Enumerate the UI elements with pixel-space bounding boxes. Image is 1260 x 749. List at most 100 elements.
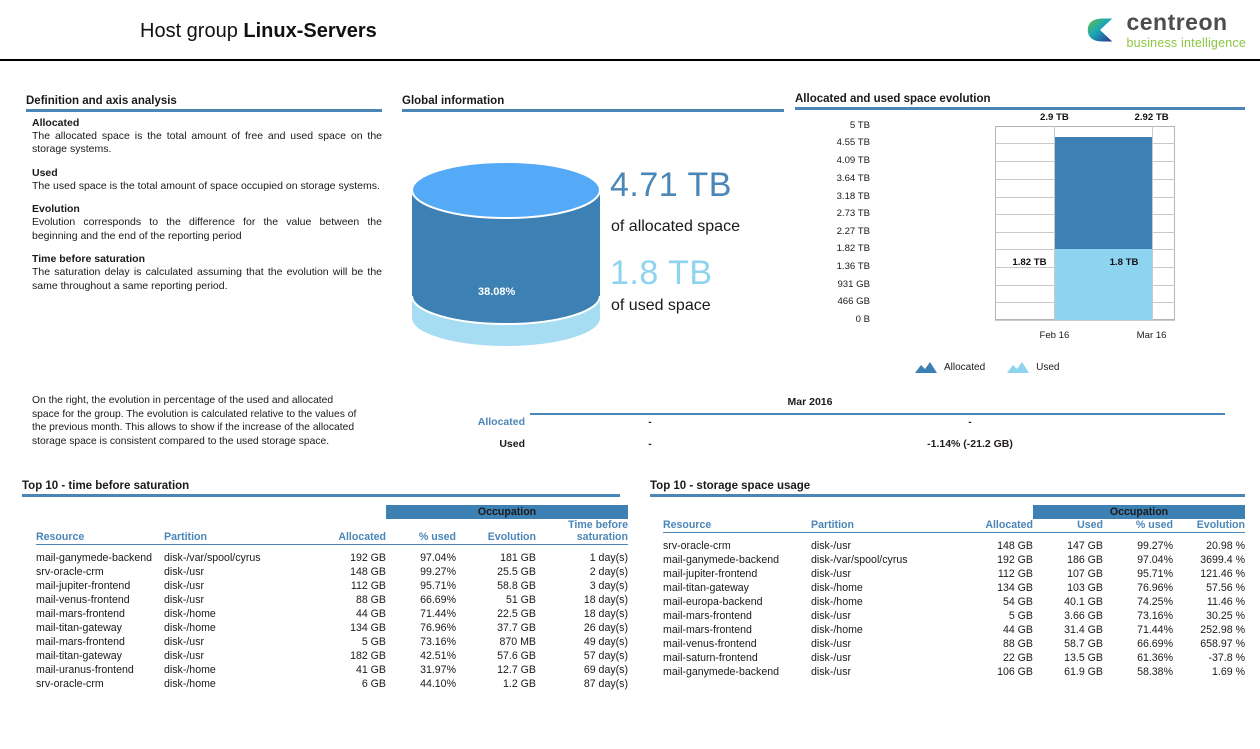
evolution-month-label: Mar 2016	[787, 396, 833, 408]
storage-cylinder-gauge	[411, 161, 601, 346]
table-row[interactable]: mail-uranus-frontend disk-/home 41 GB 31.97…	[36, 663, 628, 677]
table-cell: 3 day(s)	[589, 580, 628, 592]
table-cell: mail-ganymede-backend	[663, 666, 780, 678]
definitions-heading-label: Definition and axis analysis	[26, 95, 177, 107]
table-cell: 147 GB	[1067, 540, 1103, 552]
usage-table-heading-label: Top 10 - storage space usage	[650, 480, 811, 492]
table-cell: 1 day(s)	[589, 552, 628, 564]
table-row[interactable]: mail-ganymede-backend disk-/usr 106 GB 61.9…	[663, 665, 1245, 679]
section-heading-chart: Allocated and used space evolution	[795, 93, 1245, 110]
table-cell: mail-mars-frontend	[36, 608, 125, 620]
table-group-header-row: Occupation	[663, 505, 1245, 519]
table-cell: 87 day(s)	[583, 678, 628, 690]
table-cell: 57 day(s)	[583, 650, 628, 662]
chart-y-tick-label: 1.36 TB	[836, 261, 870, 273]
table-cell: 186 GB	[1067, 554, 1103, 566]
chart-x-tick-label: Mar 16	[1136, 330, 1167, 341]
table-cell: 26 day(s)	[583, 622, 628, 634]
table-cell: 99.27%	[420, 566, 456, 578]
table-cell: 49 day(s)	[583, 636, 628, 648]
table-row[interactable]: mail-mars-frontend disk-/usr 5 GB 73.16% 870…	[36, 635, 628, 649]
table-cell: 31.97%	[420, 664, 456, 676]
table-row[interactable]: srv-oracle-crm disk-/usr 148 GB 147 GB 99.27…	[663, 539, 1245, 553]
table-cell: 1.2 GB	[503, 678, 536, 690]
table-row[interactable]: mail-titan-gateway disk-/home 134 GB 103 GB…	[663, 581, 1245, 595]
table-cell: 69 day(s)	[583, 664, 628, 676]
definition-item: Used The used space is the total amount …	[26, 167, 382, 193]
table-row[interactable]: mail-mars-frontend disk-/home 44 GB 71.44% 2…	[36, 607, 628, 621]
evolution-row-col1: -	[648, 438, 652, 450]
table-row[interactable]: mail-venus-frontend disk-/usr 88 GB 66.69% 5…	[36, 593, 628, 607]
table-row[interactable]: mail-titan-gateway disk-/usr 182 GB 42.51% 5…	[36, 649, 628, 663]
table-cell: 181 GB	[500, 552, 536, 564]
table-cell: srv-oracle-crm	[36, 566, 104, 578]
table-cell: 73.16%	[1137, 610, 1173, 622]
table-cell: 3699.4 %	[1200, 554, 1245, 566]
usage-table: Occupation Resource Partition Allocated Used…	[663, 505, 1245, 679]
table-row[interactable]: mail-jupiter-frontend disk-/usr 112 GB 107 …	[663, 567, 1245, 581]
table-row[interactable]: mail-europa-backend disk-/home 54 GB 40.1 G…	[663, 595, 1245, 609]
table-row[interactable]: mail-mars-frontend disk-/usr 5 GB 3.66 GB 73…	[663, 609, 1245, 623]
table-cell: 2 day(s)	[589, 566, 628, 578]
table-cell: mail-mars-frontend	[663, 624, 752, 636]
allocated-used-evolution-chart: 5 TB 4.55 TB 4.09 TB 3.64 TB 3.18 TB 2.73 TB 2…	[795, 112, 1255, 387]
table-row[interactable]: mail-venus-frontend disk-/usr 88 GB 58.7 GB…	[663, 637, 1245, 651]
table-row[interactable]: mail-ganymede-backend disk-/var/spool/cyr…	[36, 551, 628, 565]
table-cell: 99.27%	[1137, 540, 1173, 552]
legend-label-allocated: Allocated	[944, 362, 986, 373]
saturation-table-heading-underline	[22, 494, 620, 497]
table-cell: disk-/home	[811, 624, 863, 636]
table-cell: 106 GB	[997, 666, 1033, 678]
table-cell: 658.97 %	[1200, 638, 1245, 650]
table-row[interactable]: srv-oracle-crm disk-/usr 148 GB 99.27% 25.5 …	[36, 565, 628, 579]
logo-wordmark: centreon business intelligence	[1126, 10, 1246, 50]
allocated-total-caption: of allocated space	[611, 218, 740, 235]
table-cell: 61.9 GB	[1064, 666, 1103, 678]
centreon-logo-icon	[1088, 18, 1113, 42]
table-cell: disk-/usr	[164, 580, 205, 592]
table-cell: disk-/usr	[811, 666, 852, 678]
table-cell: mail-jupiter-frontend	[663, 568, 758, 580]
table-cell: mail-jupiter-frontend	[36, 580, 131, 592]
table-cell: 58.38%	[1137, 666, 1173, 678]
evolution-row-allocated: Allocated - -	[395, 416, 1225, 438]
chart-legend: Allocated Used	[915, 362, 1060, 373]
table-column-header: Partition	[811, 519, 854, 531]
table-row[interactable]: mail-ganymede-backend disk-/var/spool/cyr…	[663, 553, 1245, 567]
page-title-lead: Host group	[140, 20, 238, 42]
definition-body: Evolution corresponds to the difference …	[32, 216, 382, 242]
chart-series-allocated	[1054, 136, 1152, 250]
table-cell: disk-/home	[811, 596, 863, 608]
table-cell: 57.56 %	[1206, 582, 1245, 594]
table-cell: 31.4 GB	[1064, 624, 1103, 636]
table-cell: disk-/usr	[811, 652, 852, 664]
table-cell: mail-saturn-frontend	[663, 652, 758, 664]
table-column-header: Allocated	[338, 531, 386, 543]
definition-term: Allocated	[32, 117, 80, 129]
table-row[interactable]: mail-titan-gateway disk-/home 134 GB 76.96%…	[36, 621, 628, 635]
table-cell: 121.46 %	[1200, 568, 1245, 580]
table-row[interactable]: srv-oracle-crm disk-/home 6 GB 44.10% 1.2 GB…	[36, 677, 628, 691]
evolution-summary-divider	[530, 413, 1225, 415]
table-cell: disk-/home	[811, 582, 863, 594]
table-cell: 5 GB	[361, 636, 386, 648]
table-cell: 6 GB	[361, 678, 386, 690]
legend-label-used: Used	[1036, 362, 1060, 373]
section-heading-usage-table: Top 10 - storage space usage	[650, 480, 1245, 497]
table-row[interactable]: mail-jupiter-frontend disk-/usr 112 GB 95.7…	[36, 579, 628, 593]
page-header: Host group Linux-Servers centreon busine…	[0, 0, 1260, 61]
table-cell: 182 GB	[350, 650, 386, 662]
table-row[interactable]: mail-mars-frontend disk-/home 44 GB 31.4 GB…	[663, 623, 1245, 637]
table-cell: mail-europa-backend	[663, 596, 763, 608]
definition-term: Used	[32, 166, 58, 179]
definition-term: Evolution	[32, 203, 80, 216]
chart-y-tick-label: 2.27 TB	[836, 225, 870, 237]
table-cell: disk-/usr	[164, 594, 205, 606]
evolution-row-col1: -	[648, 416, 652, 428]
table-row[interactable]: mail-saturn-frontend disk-/usr 22 GB 13.5 G…	[663, 651, 1245, 665]
usage-table-heading-underline	[650, 494, 1245, 497]
table-cell: disk-/home	[164, 622, 216, 634]
table-cell: disk-/var/spool/cyrus	[164, 552, 261, 564]
table-column-header: Allocated	[985, 519, 1033, 531]
definition-body: The saturation delay is calculated assum…	[32, 266, 382, 292]
